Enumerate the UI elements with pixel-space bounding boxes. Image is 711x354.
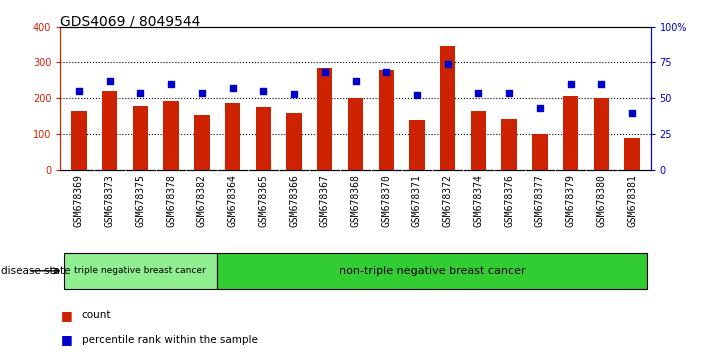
Bar (440, 46, 455, 170)
Point (257, 88, 269, 94)
Point (473, 90, 484, 95)
Text: GSM678372: GSM678372 (443, 174, 453, 227)
Point (73, 88, 85, 94)
Bar (133, 106, 148, 170)
Point (196, 90, 208, 95)
Bar (287, 113, 301, 170)
Text: non-triple negative breast cancer: non-triple negative breast cancer (339, 266, 525, 276)
Bar (348, 98, 363, 170)
Point (411, 92, 422, 98)
Bar (225, 103, 240, 170)
Bar (533, 134, 547, 170)
Bar (317, 68, 333, 170)
Text: triple negative breast cancer: triple negative breast cancer (75, 266, 206, 275)
Bar (471, 112, 486, 170)
Bar (624, 138, 640, 170)
Bar (594, 98, 609, 170)
Point (289, 91, 300, 97)
Text: GSM678380: GSM678380 (597, 174, 606, 227)
Text: GSM678368: GSM678368 (351, 174, 360, 227)
Text: GSM678379: GSM678379 (566, 174, 576, 227)
Text: GSM678373: GSM678373 (105, 174, 114, 227)
Bar (217, 253, 648, 289)
Text: GSM678382: GSM678382 (197, 174, 207, 227)
Bar (102, 91, 117, 170)
Text: GSM678375: GSM678375 (135, 174, 145, 227)
Text: GSM678365: GSM678365 (258, 174, 268, 227)
Bar (164, 101, 178, 170)
Text: GSM678371: GSM678371 (412, 174, 422, 227)
Text: GSM678367: GSM678367 (320, 174, 330, 227)
Point (104, 78, 115, 84)
Bar (256, 107, 271, 170)
Text: GSM678376: GSM678376 (504, 174, 514, 227)
Point (596, 81, 607, 87)
Text: percentile rank within the sample: percentile rank within the sample (82, 335, 257, 345)
Point (319, 70, 331, 75)
Point (380, 70, 392, 75)
Text: GDS4069 / 8049544: GDS4069 / 8049544 (60, 14, 201, 28)
Text: disease state: disease state (1, 266, 70, 276)
Point (227, 85, 238, 91)
Text: count: count (82, 310, 111, 320)
Bar (378, 70, 394, 170)
Point (534, 105, 545, 111)
Bar (71, 111, 87, 170)
Bar (63, 253, 217, 289)
Text: GSM678364: GSM678364 (228, 174, 237, 227)
Point (626, 110, 638, 115)
Text: GSM678381: GSM678381 (627, 174, 637, 227)
Text: GSM678370: GSM678370 (381, 174, 391, 227)
Text: ■: ■ (60, 309, 73, 321)
Bar (194, 115, 210, 170)
Point (503, 90, 515, 95)
Bar (563, 96, 578, 170)
Point (134, 90, 146, 95)
Bar (501, 119, 517, 170)
Point (565, 81, 577, 87)
Point (350, 78, 361, 84)
Text: GSM678366: GSM678366 (289, 174, 299, 227)
Text: GSM678374: GSM678374 (474, 174, 483, 227)
Point (442, 61, 454, 67)
Text: GSM678378: GSM678378 (166, 174, 176, 227)
Point (166, 81, 177, 87)
Text: ■: ■ (60, 333, 73, 346)
Text: GSM678369: GSM678369 (74, 174, 84, 227)
Bar (410, 120, 424, 170)
Text: GSM678377: GSM678377 (535, 174, 545, 227)
